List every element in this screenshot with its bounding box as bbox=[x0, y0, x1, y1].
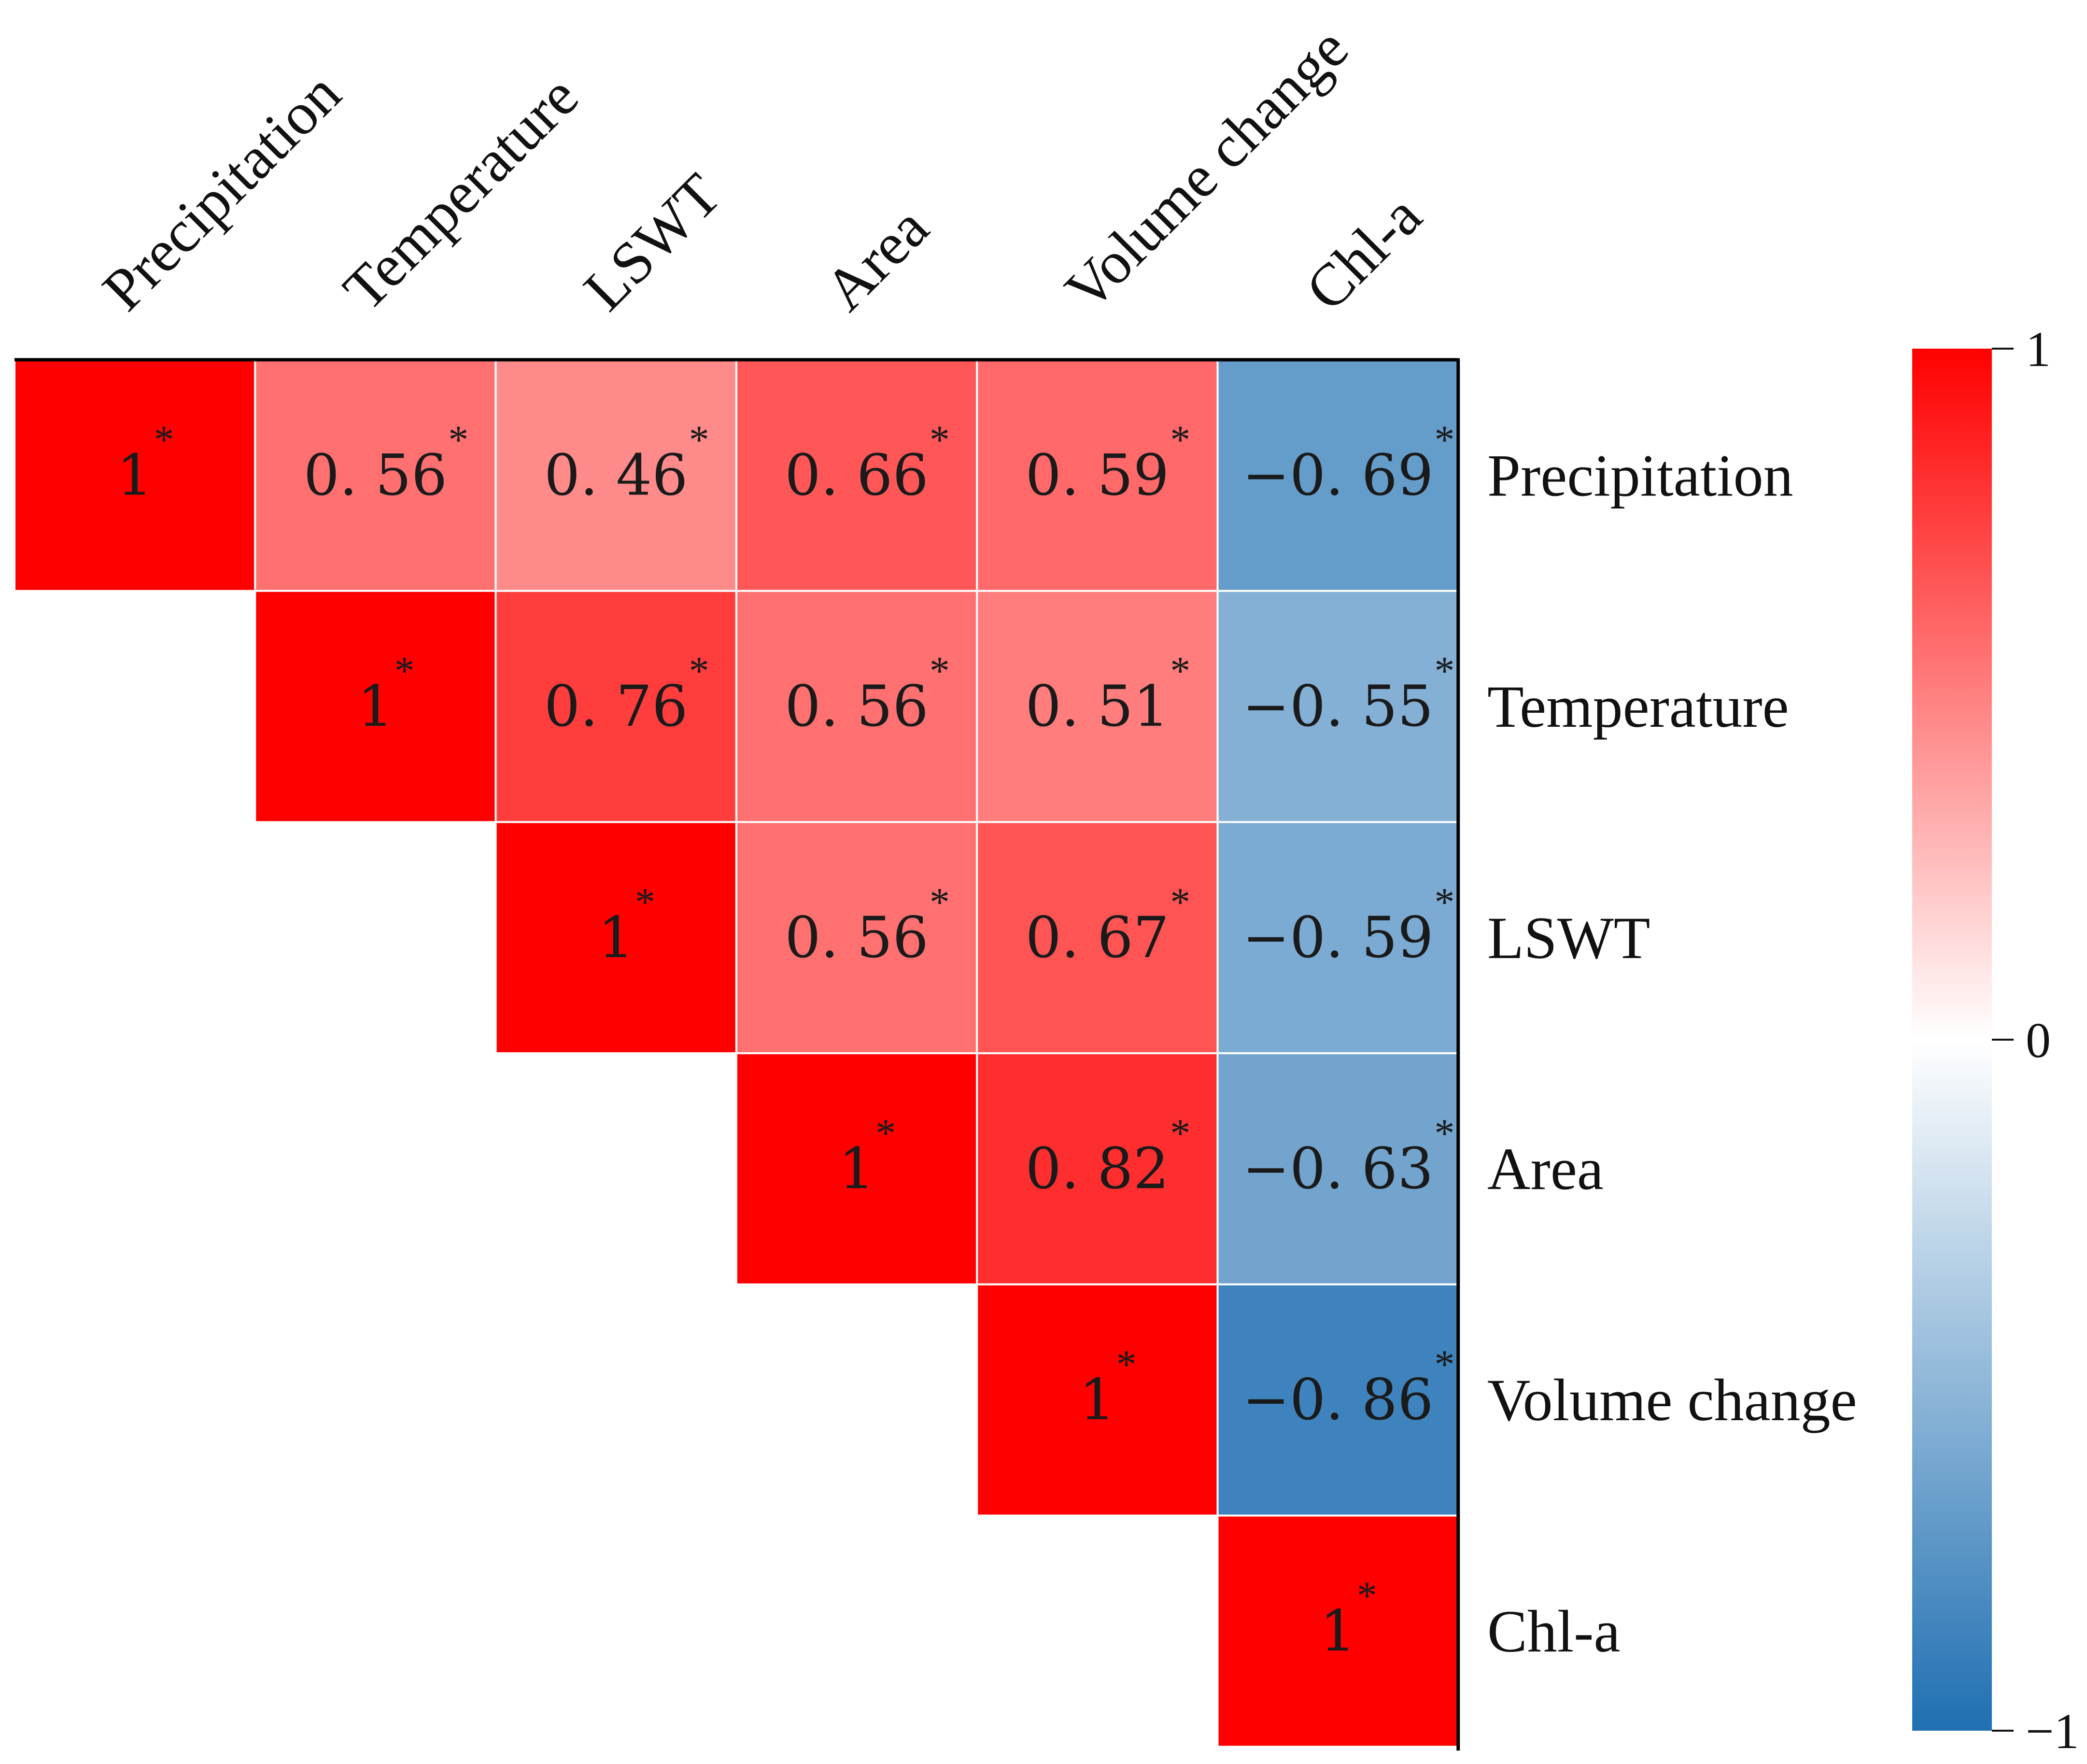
cell-value: −0. 59 bbox=[1242, 904, 1434, 971]
heatmap-cell bbox=[1216, 1283, 1459, 1517]
colorbar-tick-label: 1 bbox=[2026, 322, 2051, 377]
cell-value: 0. 56 bbox=[304, 442, 448, 508]
significance-star: * bbox=[1435, 417, 1455, 462]
row-labels: Precipitation Temperature LSWT Area Volume c… bbox=[1487, 442, 1857, 1665]
column-label: Precipitation bbox=[90, 60, 353, 323]
colorbar-tick-label: 0 bbox=[2026, 1013, 2051, 1068]
significance-star: * bbox=[1357, 1573, 1377, 1618]
cell-value: 1 bbox=[598, 904, 634, 971]
row-label: Area bbox=[1487, 1136, 1604, 1202]
significance-star: * bbox=[1170, 649, 1190, 693]
heatmap-cell bbox=[976, 590, 1219, 823]
significance-star: * bbox=[1170, 880, 1190, 925]
significance-star: * bbox=[689, 649, 709, 693]
significance-star: * bbox=[875, 1111, 896, 1156]
cell-value: 0. 56 bbox=[785, 673, 929, 739]
heatmap-cell bbox=[254, 590, 497, 823]
colorbar: 1 0 −1 bbox=[1912, 322, 2079, 1759]
row-label: Precipitation bbox=[1487, 442, 1793, 508]
cell-value: 1 bbox=[1320, 1598, 1355, 1664]
cell-value: −0. 55 bbox=[1242, 673, 1434, 739]
cell-value: −0. 69 bbox=[1242, 442, 1434, 508]
cell-value: 1 bbox=[117, 442, 153, 508]
significance-star: * bbox=[1435, 1111, 1455, 1156]
significance-star: * bbox=[448, 417, 468, 462]
cell-value: 0. 56 bbox=[785, 904, 929, 971]
cell-value-labels: 1*0. 56*0. 46*0. 66*0. 59*−0. 69*1*0. 76… bbox=[117, 417, 1455, 1664]
cell-value: 1 bbox=[357, 673, 393, 739]
column-label: LSWT bbox=[571, 161, 733, 324]
significance-star: * bbox=[930, 880, 950, 925]
heatmap-cell bbox=[1216, 1514, 1459, 1748]
heatmap-cell bbox=[1216, 821, 1459, 1055]
significance-star: * bbox=[689, 417, 709, 462]
significance-star: * bbox=[635, 880, 655, 925]
cell-value: 0. 46 bbox=[544, 442, 688, 508]
cell-value: −0. 63 bbox=[1242, 1135, 1434, 1201]
cell-value: 1 bbox=[839, 1135, 874, 1201]
row-label: Volume change bbox=[1487, 1367, 1857, 1433]
cell-value: 0. 66 bbox=[785, 442, 929, 508]
heatmap-cell bbox=[494, 590, 737, 823]
cell-value: 0. 51 bbox=[1025, 673, 1169, 739]
column-label: Chl-a bbox=[1293, 182, 1434, 323]
heatmap-cell bbox=[14, 359, 256, 592]
colorbar-gradient bbox=[1912, 349, 1992, 1731]
cell-value: −0. 86 bbox=[1242, 1367, 1434, 1433]
significance-star: * bbox=[1435, 1342, 1455, 1387]
significance-star: * bbox=[1435, 880, 1455, 925]
cell-value: 0. 67 bbox=[1025, 904, 1169, 971]
heatmap-cell bbox=[494, 821, 737, 1055]
significance-star: * bbox=[930, 417, 950, 462]
cell-value: 1 bbox=[1079, 1367, 1115, 1433]
significance-star: * bbox=[1170, 1111, 1190, 1156]
heatmap-cell bbox=[254, 359, 497, 592]
colorbar-tick-label: −1 bbox=[2026, 1704, 2079, 1759]
heatmap-cells bbox=[14, 359, 1459, 1748]
heatmap-cell bbox=[976, 1052, 1219, 1285]
heatmap-cell bbox=[976, 359, 1219, 592]
heatmap-cell bbox=[976, 821, 1219, 1055]
column-label: Area bbox=[812, 194, 941, 323]
heatmap-cell bbox=[1216, 1052, 1459, 1285]
column-label: Temperature bbox=[331, 63, 591, 323]
cell-value: 0. 76 bbox=[544, 673, 688, 739]
heatmap-cell bbox=[1216, 359, 1459, 592]
heatmap-cell bbox=[976, 1283, 1219, 1517]
cell-value: 0. 82 bbox=[1025, 1135, 1169, 1201]
heatmap-cell bbox=[735, 821, 978, 1055]
heatmap-cell bbox=[735, 1052, 978, 1285]
cell-value: 0. 59 bbox=[1025, 442, 1169, 508]
row-label: LSWT bbox=[1487, 905, 1650, 971]
heatmap-cell bbox=[735, 359, 978, 592]
row-label: Temperature bbox=[1487, 674, 1789, 740]
significance-star: * bbox=[930, 649, 950, 693]
significance-star: * bbox=[1435, 649, 1455, 693]
significance-star: * bbox=[395, 649, 415, 693]
significance-star: * bbox=[1116, 1342, 1137, 1387]
matrix-frame bbox=[14, 358, 1460, 1751]
row-label: Chl-a bbox=[1487, 1598, 1621, 1665]
significance-star: * bbox=[1170, 417, 1190, 462]
significance-star: * bbox=[154, 417, 174, 462]
